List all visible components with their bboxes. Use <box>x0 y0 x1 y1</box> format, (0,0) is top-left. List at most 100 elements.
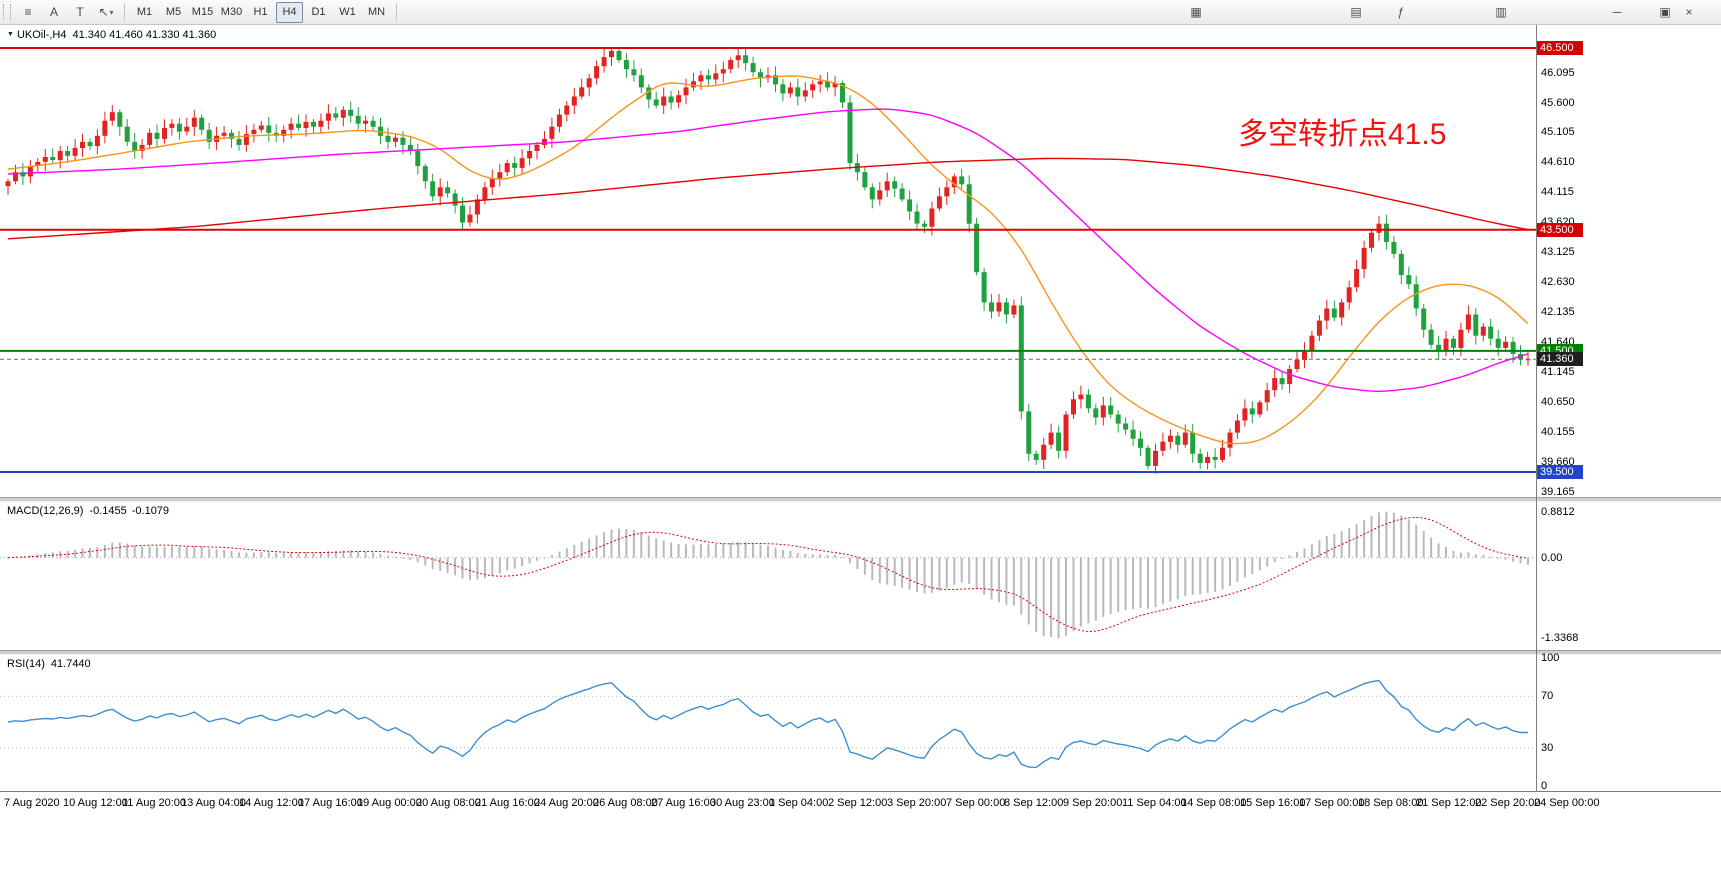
price-tick-label: 45.600 <box>1541 97 1575 109</box>
chart-shift-icon[interactable]: ▥ <box>1495 5 1507 19</box>
ma-mid-line <box>7 108 1529 393</box>
time-axis-label: 7 Sep 00:00 <box>946 797 1006 809</box>
price-chart-canvas[interactable] <box>0 24 1536 497</box>
rsi-chart-canvas[interactable] <box>0 653 1536 791</box>
price-badge-46500: 46.500 <box>1537 41 1583 55</box>
time-axis-label: 8 Sep 12:00 <box>1004 797 1064 809</box>
price-tick-label: 43.125 <box>1541 246 1575 258</box>
timeframe-button-m15[interactable]: M15 <box>191 6 214 18</box>
timeframe-button-m5[interactable]: M5 <box>165 6 182 18</box>
timeframe-button-h1[interactable]: H1 <box>253 6 268 18</box>
macd-signal-line <box>7 516 1529 633</box>
time-axis[interactable]: 7 Aug 2020 10 Aug 12:00 11 Aug 20:00 13 Aug… <box>0 791 1721 818</box>
timeframe-button-m1[interactable]: M1 <box>136 6 153 18</box>
menu-icon[interactable]: ≡ <box>24 5 32 19</box>
minimize-icon[interactable]: ─ <box>1612 5 1622 19</box>
close-icon[interactable]: × <box>1685 5 1693 19</box>
time-axis-label: 3 Sep 20:00 <box>887 797 947 809</box>
time-axis-label: 1 Sep 04:00 <box>769 797 829 809</box>
toolbar-separator <box>396 3 397 21</box>
time-axis-label: 13 Aug 04:00 <box>181 797 246 809</box>
price-scale-border <box>1536 24 1537 791</box>
time-axis-label: 22 Sep 20:00 <box>1475 797 1541 809</box>
price-tick-label: 44.610 <box>1541 156 1575 168</box>
ma-fast-line <box>7 75 1529 445</box>
time-axis-label: 24 Sep 00:00 <box>1534 797 1600 809</box>
time-axis-label: 30 Aug 23:00 <box>710 797 775 809</box>
time-axis-label: 26 Aug 08:00 <box>593 797 658 809</box>
chart-window: ▼ UKOil-,H4 41.340 41.460 41.330 41.360 MA… <box>0 24 1721 893</box>
time-axis-label: 7 Aug 2020 <box>4 797 60 809</box>
price-tick-label: 44.115 <box>1541 186 1574 198</box>
time-axis-label: 11 Aug 20:00 <box>122 797 187 809</box>
toolbar-drag-handle[interactable] <box>3 4 11 20</box>
price-tick-label: 42.630 <box>1541 276 1575 288</box>
time-axis-label: 18 Sep 08:00 <box>1358 797 1424 809</box>
time-axis-label: 17 Sep 00:00 <box>1299 797 1365 809</box>
timeframe-button-h4[interactable]: H4 <box>276 1 303 23</box>
time-axis-label: 17 Aug 16:00 <box>298 797 363 809</box>
chart-ohlc-label: ▼ UKOil-,H4 41.340 41.460 41.330 41.360 <box>7 29 216 41</box>
macd-indicator-label: MACD(12,26,9) -0.1455 -0.1079 <box>7 505 169 517</box>
time-axis-label: 21 Aug 16:00 <box>475 797 540 809</box>
price-tick-label: 40.155 <box>1541 426 1575 438</box>
panel-splitter[interactable] <box>0 650 1721 655</box>
price-tick-label: 39.165 <box>1541 486 1575 498</box>
price-tick-label: 46.095 <box>1541 67 1575 79</box>
grid-icon[interactable]: ▦ <box>1190 5 1202 19</box>
price-badge-39500: 39.500 <box>1537 465 1583 479</box>
price-tick-label: 41.145 <box>1541 366 1575 378</box>
timeframe-button-d1[interactable]: D1 <box>311 6 326 18</box>
time-axis-label: 10 Aug 12:00 <box>63 797 128 809</box>
price-tick-label: 45.105 <box>1541 126 1575 138</box>
time-axis-label: 24 Aug 20:00 <box>534 797 599 809</box>
rsi-value: 41.7440 <box>50 658 91 670</box>
rsi-title: RSI(14) <box>7 658 45 670</box>
macd-title: MACD(12,26,9) <box>7 505 84 517</box>
timeframe-button-w1[interactable]: W1 <box>339 6 356 18</box>
text-tool-icon[interactable]: A <box>49 5 58 19</box>
ma-slow-line <box>7 157 1529 240</box>
time-axis-label: 21 Sep 12:00 <box>1416 797 1482 809</box>
label-tool-icon[interactable]: T <box>76 5 84 19</box>
time-axis-label: 14 Sep 08:00 <box>1181 797 1247 809</box>
panel-splitter[interactable] <box>0 497 1721 502</box>
rsi-line <box>7 679 1528 769</box>
toolbar-separator <box>124 3 125 21</box>
timeframe-button-m30[interactable]: M30 <box>220 6 243 18</box>
dropdown-caret-icon[interactable]: ▾ <box>109 7 114 17</box>
cursor-tool-icon[interactable]: ↖ ▾ <box>98 5 114 19</box>
toolbar: ≡ A T ↖ ▾ M1 M5 M15 M30 H1 H4 D1 W1 MN ▦ ▤ ƒ ▥ ─ ▣ × <box>0 0 1721 25</box>
time-axis-label: 11 Sep 04:00 <box>1122 797 1187 809</box>
macd-axis-label: 0.8812 <box>1541 506 1575 518</box>
timeframe-group: M1 M5 M15 M30 H1 H4 D1 W1 MN <box>130 1 391 23</box>
symbol-name: UKOil-,H4 <box>16 29 67 41</box>
rsi-indicator-label: RSI(14) 41.7440 <box>7 658 91 670</box>
macd-axis-label: -1.3368 <box>1541 632 1579 644</box>
timeframe-button-mn[interactable]: MN <box>367 6 386 18</box>
macd-signal-value: -0.1079 <box>131 505 170 517</box>
macd-main-value: -0.1455 <box>89 505 127 517</box>
annotation-text[interactable]: 多空转折点41.5 <box>1238 118 1447 151</box>
rsi-axis-label: 70 <box>1541 690 1554 702</box>
time-axis-label: 2 Sep 12:00 <box>828 797 888 809</box>
rsi-axis-label: 100 <box>1541 652 1560 664</box>
macd-chart-canvas[interactable] <box>0 500 1536 650</box>
ohlc-values: 41.340 41.460 41.330 41.360 <box>72 29 217 41</box>
time-axis-label: 20 Aug 08:00 <box>416 797 481 809</box>
drawing-tools-group: ≡ A T ↖ ▾ <box>15 1 119 23</box>
price-tick-label: 40.650 <box>1541 396 1575 408</box>
rsi-axis-label: 0 <box>1541 780 1548 792</box>
candlestick-series <box>5 48 1531 474</box>
time-axis-label: 27 Aug 16:00 <box>651 797 716 809</box>
macd-axis-label: 0.00 <box>1541 552 1563 564</box>
price-tick-label: 42.135 <box>1541 306 1575 318</box>
templates-icon[interactable]: ▤ <box>1350 5 1362 19</box>
restore-icon[interactable]: ▣ <box>1659 5 1671 19</box>
indicators-icon[interactable]: ƒ <box>1397 5 1405 19</box>
time-axis-label: 14 Aug 12:00 <box>239 797 304 809</box>
expand-arrow-icon[interactable]: ▼ <box>7 31 14 38</box>
time-axis-label: 9 Sep 20:00 <box>1063 797 1123 809</box>
price-badge-41360: 41.360 <box>1537 352 1583 366</box>
price-badge-43500: 43.500 <box>1537 223 1583 237</box>
